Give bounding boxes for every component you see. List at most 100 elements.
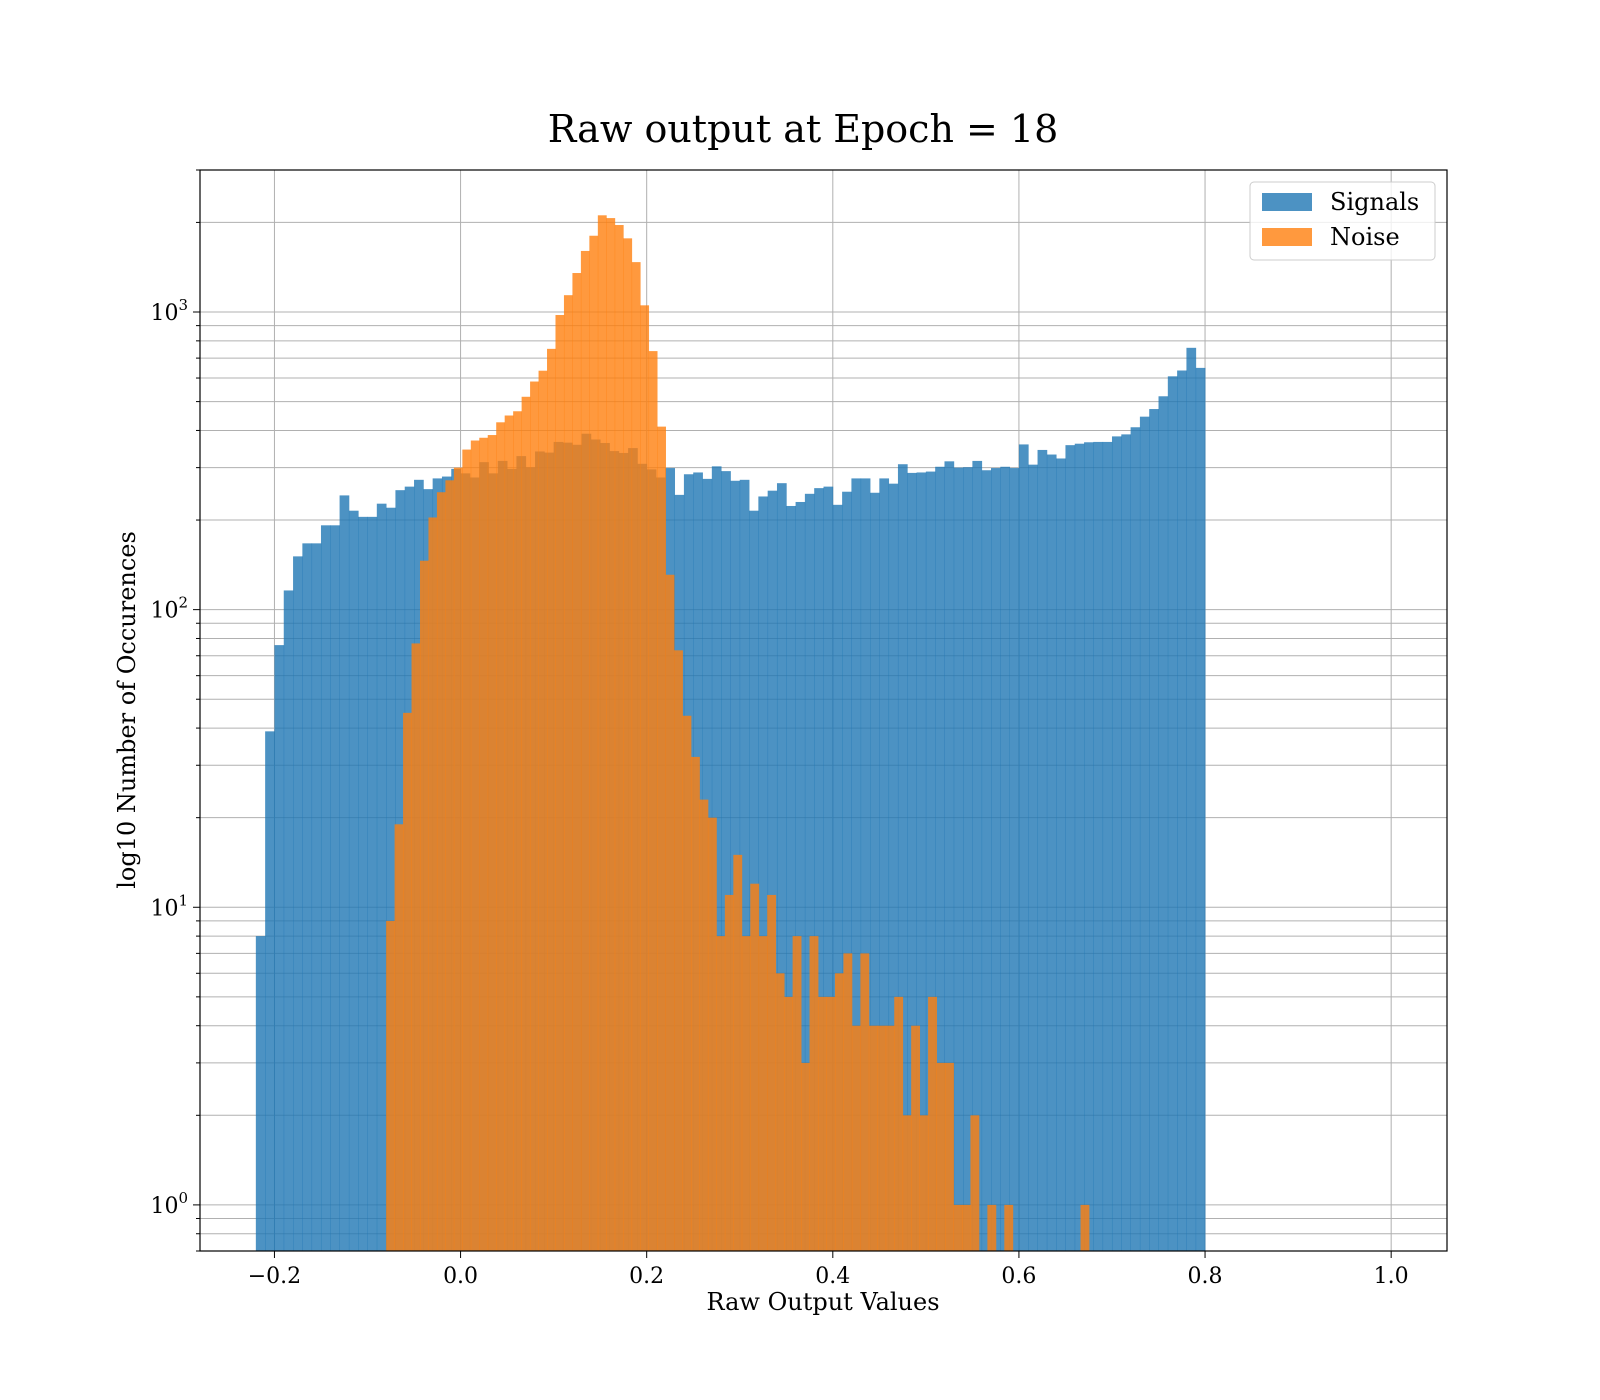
bar-signals	[302, 543, 313, 1251]
x-tick-label: −0.2	[248, 1264, 301, 1289]
bar-noise	[1004, 1204, 1014, 1251]
bar-noise	[792, 936, 802, 1251]
bar-signals	[1028, 464, 1038, 1251]
bar-noise	[818, 996, 827, 1251]
bar-noise	[767, 894, 777, 1251]
bar-signals	[283, 590, 294, 1251]
x-tick-label: 0.0	[443, 1264, 478, 1289]
bar-signals	[888, 483, 899, 1252]
bar-noise	[894, 996, 904, 1251]
bar-noise	[665, 574, 675, 1251]
bar-signals	[1195, 367, 1206, 1251]
bar-noise	[648, 351, 658, 1252]
bar-signals	[311, 543, 322, 1251]
bar-noise	[521, 396, 531, 1252]
bar-noise	[445, 480, 455, 1251]
y-tick-exponent: 0	[178, 1189, 188, 1207]
legend-label-noise: Noise	[1330, 223, 1400, 251]
bar-signals	[823, 486, 834, 1251]
bar-signals	[749, 510, 759, 1251]
bar-signals	[1121, 434, 1131, 1251]
bar-signals	[721, 471, 731, 1251]
plot-frame	[199, 169, 1448, 1252]
bar-signals	[320, 525, 331, 1251]
y-axis-label: log10 Number of Occurences	[113, 531, 141, 889]
y-tick-label: 101	[150, 891, 188, 921]
bar-noise	[851, 1025, 861, 1251]
bar-signals	[758, 496, 769, 1251]
x-axis-label: Raw Output Values	[706, 1288, 939, 1316]
bar-noise	[877, 1025, 887, 1251]
bar-signals	[358, 516, 368, 1251]
bar-noise	[716, 936, 726, 1251]
bar-signals	[925, 471, 936, 1251]
bar-signals	[1037, 449, 1048, 1251]
bar-signals	[1167, 376, 1178, 1252]
chart-title: Raw output at Epoch = 18	[548, 107, 1059, 151]
legend-swatch-signals	[1262, 193, 1312, 211]
bar-signals	[786, 505, 796, 1251]
y-tick-label: 100	[150, 1189, 188, 1219]
bar-noise	[403, 712, 412, 1251]
bar-signals	[795, 501, 806, 1251]
y-tick-exponent: 1	[178, 891, 188, 909]
x-tick-label: 0.6	[1001, 1264, 1036, 1289]
bar-noise	[504, 415, 514, 1252]
bar-noise	[606, 218, 616, 1251]
bar-signals	[1177, 370, 1187, 1252]
bar-signals	[860, 478, 871, 1251]
bar-noise	[953, 1204, 963, 1251]
y-tick-base: 10	[150, 301, 178, 326]
bar-noise	[674, 650, 683, 1251]
bar-noise	[775, 973, 785, 1251]
bar-noise	[614, 225, 624, 1251]
bar-signals	[842, 491, 852, 1251]
bar-signals	[330, 525, 340, 1251]
bar-signals	[293, 556, 303, 1251]
bar-signals	[739, 479, 750, 1251]
bar-signals	[981, 470, 992, 1251]
bar-noise	[411, 643, 421, 1251]
bar-noise	[911, 1025, 921, 1251]
bar-signals	[386, 507, 396, 1251]
bar-noise	[538, 370, 548, 1251]
bar-signals	[1084, 442, 1094, 1251]
bar-signals	[1046, 454, 1057, 1251]
y-tick-label: 102	[150, 594, 188, 624]
bar-signals	[1158, 396, 1169, 1251]
bar-signals	[832, 504, 843, 1251]
bar-noise	[436, 492, 446, 1251]
bar-signals	[1018, 444, 1029, 1251]
bar-signals	[991, 468, 1001, 1251]
bar-noise	[733, 854, 743, 1251]
bar-signals	[972, 460, 983, 1252]
x-tick-label: 0.2	[629, 1264, 664, 1289]
bar-noise	[513, 411, 523, 1251]
bar-signals	[907, 472, 917, 1251]
bar-noise	[741, 936, 751, 1251]
bar-signals	[916, 472, 927, 1251]
bar-signals	[1186, 347, 1197, 1251]
bar-noise	[572, 273, 582, 1252]
bar-signals	[265, 731, 275, 1251]
bar-noise	[834, 973, 844, 1251]
bar-signals	[1074, 443, 1085, 1251]
bar-noise	[419, 560, 429, 1251]
bar-noise	[758, 936, 768, 1251]
y-tick-base: 10	[150, 1194, 178, 1219]
bar-noise	[623, 238, 633, 1251]
bar-signals	[1093, 441, 1104, 1251]
bar-noise	[885, 1025, 895, 1251]
legend-swatch-noise	[1262, 228, 1312, 246]
bar-signals	[963, 467, 973, 1252]
bar-signals	[1065, 445, 1076, 1251]
bars-layer	[255, 215, 1206, 1252]
bar-noise	[563, 295, 573, 1251]
bar-noise	[462, 449, 472, 1252]
x-tick-label: 1.0	[1374, 1264, 1409, 1289]
bar-noise	[394, 824, 404, 1251]
bar-noise	[386, 920, 395, 1251]
bar-signals	[767, 490, 778, 1251]
bar-signals	[776, 483, 787, 1251]
